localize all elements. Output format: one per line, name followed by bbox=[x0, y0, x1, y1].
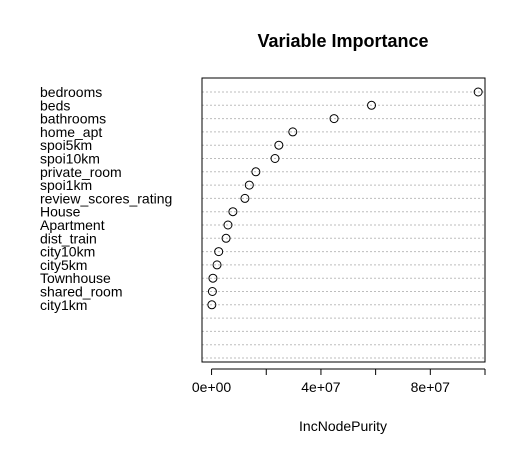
x-axis-ticks: 0e+00 4e+07 8e+07 bbox=[192, 369, 486, 395]
x-tick-label: 0e+00 bbox=[192, 379, 232, 395]
grid-lines bbox=[202, 91, 485, 359]
importance-point bbox=[207, 287, 217, 296]
variable-label: review_scores_rating bbox=[40, 190, 172, 206]
importance-point bbox=[212, 260, 222, 270]
variable-label: shared_room bbox=[40, 284, 123, 300]
variable-label: beds bbox=[40, 97, 70, 113]
variable-label: Apartment bbox=[40, 217, 105, 233]
variable-label: Townhouse bbox=[40, 270, 111, 286]
variable-label: city5km bbox=[40, 257, 87, 273]
variable-label: dist_train bbox=[40, 230, 97, 246]
importance-point bbox=[240, 193, 250, 203]
importance-points bbox=[207, 87, 483, 310]
x-tick-label: 8e+07 bbox=[411, 379, 451, 395]
importance-point bbox=[270, 154, 280, 163]
variable-label: city10km bbox=[40, 244, 95, 260]
variable-label: spoi5km bbox=[40, 137, 92, 153]
x-axis-label: IncNodePurity bbox=[299, 418, 387, 434]
importance-point bbox=[223, 220, 233, 230]
importance-point bbox=[208, 273, 218, 283]
importance-point bbox=[221, 233, 231, 243]
importance-point bbox=[274, 140, 284, 150]
importance-point bbox=[329, 114, 339, 124]
importance-point bbox=[288, 127, 298, 137]
chart-title: Variable Importance bbox=[257, 31, 428, 51]
variable-label: bathrooms bbox=[40, 111, 106, 127]
importance-point bbox=[244, 180, 254, 190]
variable-label: bedrooms bbox=[40, 84, 102, 100]
plot-frame bbox=[201, 77, 486, 363]
importance-point bbox=[207, 300, 217, 310]
variable-label: city1km bbox=[40, 297, 87, 313]
importance-point bbox=[228, 207, 238, 217]
variable-label: spoi1km bbox=[40, 177, 92, 193]
importance-point bbox=[473, 87, 483, 97]
variable-label: House bbox=[40, 204, 81, 220]
variable-labels: bedroomsbedsbathroomshome_aptspoi5kmspoi… bbox=[40, 84, 172, 313]
importance-point bbox=[214, 247, 224, 257]
importance-point bbox=[251, 167, 261, 177]
variable-label: private_room bbox=[40, 164, 122, 180]
variable-label: home_apt bbox=[40, 124, 102, 140]
x-tick-label: 4e+07 bbox=[301, 379, 341, 395]
importance-point bbox=[367, 100, 377, 110]
variable-label: spoi10km bbox=[40, 151, 100, 167]
